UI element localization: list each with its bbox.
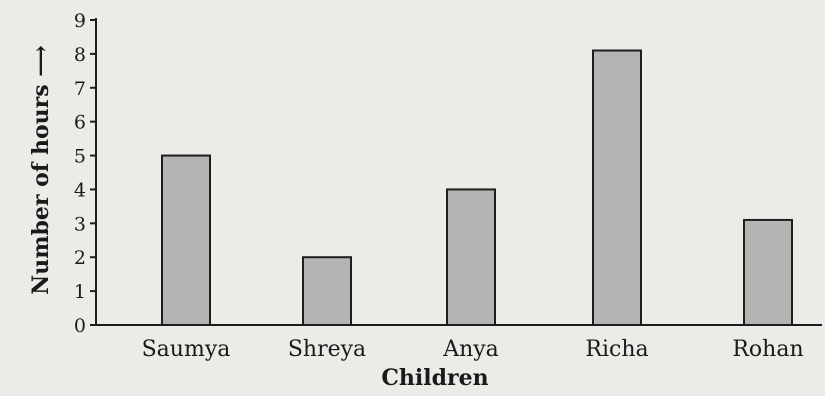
y-tick-label: 7 — [74, 78, 86, 100]
bar-rohan — [743, 218, 793, 326]
y-tick-label: 4 — [74, 179, 86, 201]
bars — [161, 49, 793, 327]
x-tick-label-shreya: Shreya — [288, 337, 366, 362]
y-tick-label: 3 — [74, 213, 86, 235]
bar-richa — [592, 49, 642, 326]
y-tick-label: 2 — [74, 247, 86, 269]
x-axis-title: Children — [381, 365, 488, 391]
x-tick-label-rohan: Rohan — [732, 337, 803, 362]
x-tick-label-richa: Richa — [585, 337, 648, 362]
y-tick-label: 8 — [74, 44, 86, 66]
y-tick-label: 6 — [74, 112, 86, 134]
bar-anya — [446, 188, 496, 326]
y-tick-label: 5 — [74, 146, 86, 168]
y-ticks: 0 1 2 3 4 5 6 7 8 9 — [74, 10, 96, 337]
y-tick-label: 9 — [74, 10, 86, 32]
bar-shreya — [302, 256, 352, 327]
y-axis-title: Number of hours ⟶ — [28, 45, 54, 295]
bar-saumya — [161, 154, 211, 326]
x-tick-labels: Saumya Shreya Anya Richa Rohan — [142, 337, 804, 362]
y-tick-label: 0 — [74, 315, 86, 337]
y-tick-label: 1 — [74, 281, 86, 303]
x-tick-label-anya: Anya — [442, 337, 499, 362]
x-tick-label-saumya: Saumya — [142, 337, 231, 362]
